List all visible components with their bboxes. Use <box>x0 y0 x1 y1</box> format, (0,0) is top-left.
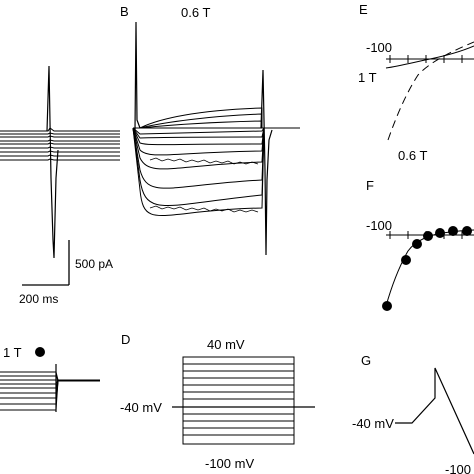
panel-b-onset-spike <box>132 21 141 132</box>
panel-e-label-1t: 1 T <box>358 70 377 85</box>
panel-e-label-06t: 0.6 T <box>398 148 427 163</box>
panel-d-protocol-steps <box>182 356 295 445</box>
scale-current-label: 500 pA <box>75 257 113 271</box>
panel-d-hold-voltage: -40 mV <box>120 400 162 415</box>
panel-f-data-points <box>382 226 472 311</box>
panel-e-curve-1t <box>385 45 474 69</box>
panel-g-hold-voltage: -40 mV <box>352 416 394 431</box>
panel-g-letter: G <box>361 353 371 368</box>
panel-b-condition: 0.6 T <box>181 5 210 20</box>
panel-d-letter: D <box>121 332 130 347</box>
panel-f-letter: F <box>366 178 374 193</box>
panel-f-axis-tick: -100 <box>366 218 392 233</box>
panel-e-axis-tick: -100 <box>366 40 392 55</box>
panel-c-marker-dot <box>35 347 45 357</box>
panel-d-top-voltage: 40 mV <box>207 337 245 352</box>
panel-a-tail-spike <box>46 65 59 259</box>
panel-f-fit-line <box>385 229 474 307</box>
panel-e-letter: E <box>359 2 368 17</box>
panel-e-curve-06t <box>387 41 474 141</box>
panel-g-ramp-bottom: -100 <box>445 462 471 474</box>
panel-a-traces <box>0 127 120 161</box>
panel-c-traces <box>0 371 100 411</box>
panel-c-condition: 1 T <box>3 345 22 360</box>
panel-g-ramp <box>395 367 474 455</box>
panel-b-letter: B <box>120 4 129 19</box>
panel-d-bottom-voltage: -100 mV <box>205 456 254 471</box>
scale-bar <box>22 240 70 286</box>
panel-b-noise <box>149 157 259 213</box>
panel-b-tail-spike <box>260 69 273 256</box>
panel-b-traces <box>132 107 300 216</box>
scale-time-label: 200 ms <box>19 292 58 306</box>
